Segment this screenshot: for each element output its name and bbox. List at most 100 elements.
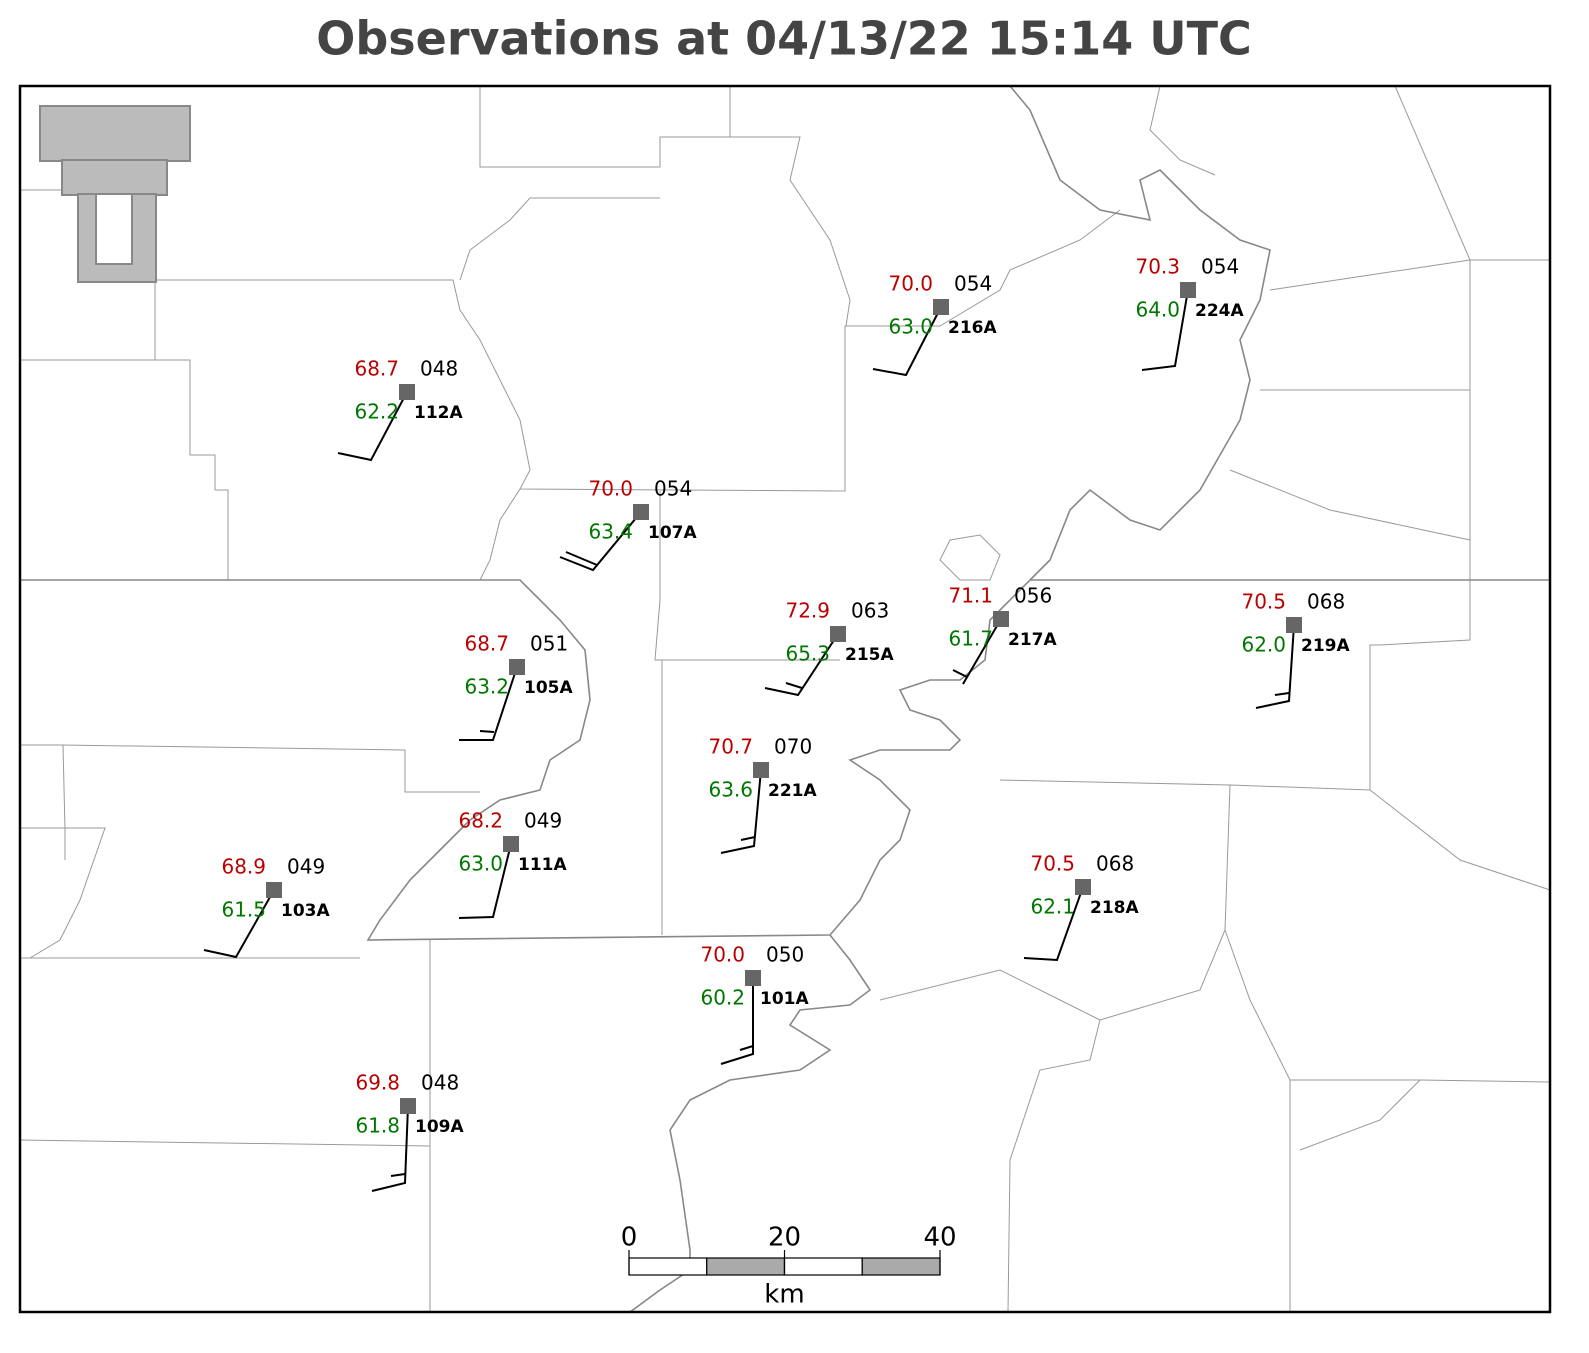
station-marker xyxy=(933,299,949,315)
station-marker xyxy=(503,836,519,852)
dewpoint: 61.5 xyxy=(221,898,266,922)
pressure: 054 xyxy=(954,272,992,296)
scale-segment xyxy=(861,1257,941,1276)
scale-bar: 0 20 40 km xyxy=(621,1223,957,1310)
wind-barb xyxy=(371,1105,409,1192)
station-marker xyxy=(830,626,846,642)
wind-barb xyxy=(203,889,275,959)
wind-barb xyxy=(1255,624,1295,709)
logo xyxy=(39,105,191,283)
station-id: 221A xyxy=(768,781,817,801)
station-id: 101A xyxy=(760,989,809,1009)
wind-barb xyxy=(1274,692,1290,696)
pressure: 068 xyxy=(1307,590,1345,614)
wind-barb xyxy=(720,769,762,854)
station-marker xyxy=(1286,617,1302,633)
station-marker xyxy=(1075,879,1091,895)
station-marker xyxy=(266,882,282,898)
temperature: 70.5 xyxy=(1241,590,1286,614)
wind-barb xyxy=(872,306,942,377)
station-marker xyxy=(399,384,415,400)
pressure: 049 xyxy=(287,855,325,879)
station-id: 109A xyxy=(415,1117,464,1137)
wind-barb xyxy=(479,730,495,733)
scale-label: 40 xyxy=(923,1223,956,1253)
station-id: 112A xyxy=(414,403,463,423)
station-id: 111A xyxy=(518,855,567,875)
pressure: 056 xyxy=(1014,584,1052,608)
station-marker xyxy=(400,1098,416,1114)
scale-segment xyxy=(706,1257,786,1276)
dewpoint: 62.2 xyxy=(354,400,399,424)
pressure: 070 xyxy=(774,735,812,759)
wind-barb xyxy=(1141,289,1189,371)
temperature: 72.9 xyxy=(785,599,830,623)
wind-barb xyxy=(337,391,408,462)
station-marker xyxy=(745,970,761,986)
station-marker xyxy=(509,659,525,675)
temperature: 68.7 xyxy=(464,632,509,656)
wind-barb xyxy=(1023,886,1084,962)
wind-barb xyxy=(459,666,518,741)
wind-barb xyxy=(559,511,642,572)
pressure: 048 xyxy=(420,357,458,381)
station-id: 217A xyxy=(1008,630,1057,650)
dewpoint: 63.0 xyxy=(458,852,503,876)
dewpoint: 63.0 xyxy=(888,315,933,339)
dewpoint: 64.0 xyxy=(1135,298,1180,322)
pressure: 048 xyxy=(421,1071,459,1095)
pressure: 054 xyxy=(1201,255,1239,279)
temperature: 68.2 xyxy=(458,809,503,833)
wind-barb xyxy=(740,836,756,841)
station-id: 103A xyxy=(281,901,330,921)
station-id: 105A xyxy=(524,678,573,698)
station-id: 224A xyxy=(1195,301,1244,321)
temperature: 70.3 xyxy=(1135,255,1180,279)
basemap xyxy=(19,85,1551,1313)
dewpoint: 60.2 xyxy=(700,986,745,1010)
wind-barb xyxy=(458,843,512,919)
station-marker xyxy=(633,504,649,520)
temperature: 68.9 xyxy=(221,855,266,879)
dewpoint: 65.3 xyxy=(785,642,830,666)
scale-segment xyxy=(783,1257,863,1276)
station-marker xyxy=(753,762,769,778)
station-marker xyxy=(993,611,1009,627)
wind-barb xyxy=(962,618,1002,685)
scale-label: 0 xyxy=(621,1223,638,1253)
wind-barb xyxy=(764,633,839,697)
pressure: 054 xyxy=(654,477,692,501)
wind-barb xyxy=(565,551,598,566)
map-frame xyxy=(18,84,1552,1314)
pressure: 051 xyxy=(530,632,568,656)
wind-barb xyxy=(390,1173,406,1177)
dewpoint: 63.4 xyxy=(588,520,633,544)
station-id: 215A xyxy=(845,645,894,665)
temperature: 70.0 xyxy=(700,943,745,967)
temperature: 69.8 xyxy=(355,1071,400,1095)
station-marker xyxy=(1180,282,1196,298)
dewpoint: 63.2 xyxy=(464,675,509,699)
scale-label: 20 xyxy=(768,1223,801,1253)
wind-barb xyxy=(739,1045,754,1051)
temperature: 70.0 xyxy=(588,477,633,501)
wind-barb xyxy=(952,669,968,678)
temperature: 70.0 xyxy=(888,272,933,296)
temperature: 70.5 xyxy=(1030,852,1075,876)
wind-barb xyxy=(785,682,803,689)
temperature: 71.1 xyxy=(948,584,993,608)
map-title: Observations at 04/13/22 15:14 UTC xyxy=(316,12,1251,66)
station-id: 219A xyxy=(1301,636,1350,656)
station-id: 216A xyxy=(948,318,997,338)
dewpoint: 61.7 xyxy=(948,627,993,651)
pressure: 049 xyxy=(524,809,562,833)
temperature: 70.7 xyxy=(708,735,753,759)
station-plots: 68.7 048 62.2 112A 70.0 054 63.4 107A 70.0 054 63.… xyxy=(203,255,1350,1192)
pressure: 063 xyxy=(851,599,889,623)
dewpoint: 62.1 xyxy=(1030,895,1075,919)
scale-unit: km xyxy=(764,1280,804,1310)
station-id: 218A xyxy=(1090,898,1139,918)
temperature: 68.7 xyxy=(354,357,399,381)
pressure: 050 xyxy=(766,943,804,967)
